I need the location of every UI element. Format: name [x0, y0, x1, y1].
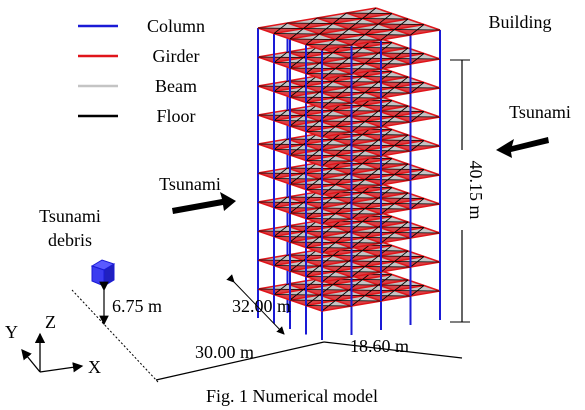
tsunami-label: Tsunami — [159, 174, 221, 194]
debris-label: Tsunami — [39, 206, 101, 226]
axis-label: X — [88, 357, 101, 377]
tsunami-arrow — [496, 137, 549, 158]
dimension-label: 30.00 m — [195, 342, 254, 362]
building-label: Building — [488, 12, 551, 32]
dimension-label: 18.60 m — [350, 336, 409, 356]
dimension-label: 32.00 m — [232, 296, 291, 316]
axis-triad — [22, 334, 82, 372]
debris-label: debris — [48, 230, 92, 250]
caption: Fig. 1 Numerical model — [206, 386, 378, 406]
legend-label: Beam — [155, 76, 197, 96]
tsunami-arrow — [172, 192, 236, 214]
dimension-label: 6.75 m — [112, 296, 162, 316]
building-model — [258, 8, 440, 340]
dimension-label: 40.15 m — [466, 160, 486, 219]
axis-label: Z — [45, 312, 56, 332]
legend-label: Floor — [156, 106, 195, 126]
figure: Column Girder Beam Floor Building Tsunami T… — [0, 0, 585, 410]
axis-label: Y — [5, 322, 18, 342]
legend-label: Column — [147, 16, 205, 36]
legend-label: Girder — [153, 46, 200, 66]
legend: Column Girder Beam Floor — [78, 16, 205, 126]
tsunami-label: Tsunami — [509, 102, 571, 122]
debris-cube — [92, 260, 114, 286]
